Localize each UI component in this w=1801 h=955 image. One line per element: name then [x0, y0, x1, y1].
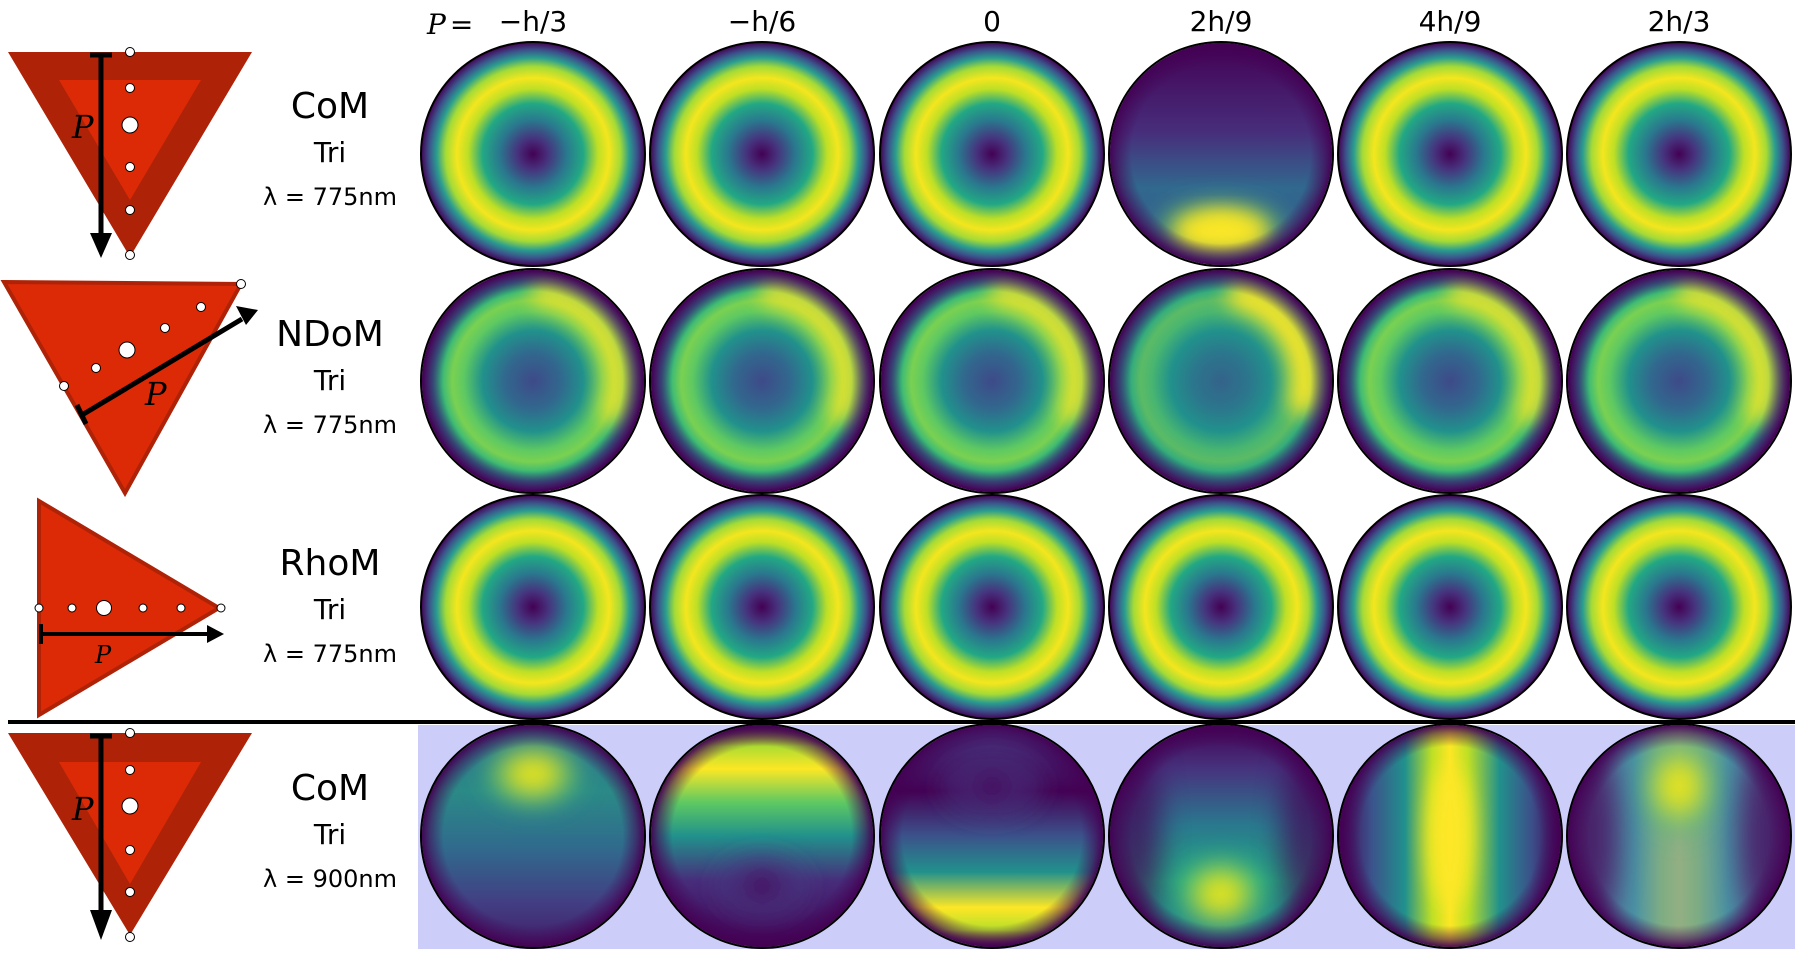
heatmap-disc	[420, 723, 646, 949]
heatmap-disc	[879, 494, 1105, 720]
arrow-right-icon	[207, 625, 224, 643]
heatmap-disc	[650, 269, 874, 493]
shape-label: Tri	[313, 593, 346, 626]
column-label-2: −h/6	[728, 5, 796, 38]
heatmap-disc	[1091, 723, 1351, 949]
heatmap-disc	[1108, 41, 1334, 267]
mode-label: CoM	[291, 768, 369, 809]
heatmap-disc	[1567, 269, 1791, 493]
shape-label: Tri	[313, 136, 346, 169]
triangle-diagram-com: P	[8, 47, 252, 260]
arrow-down-icon	[90, 233, 112, 258]
heatmap-disc	[649, 723, 875, 949]
column-label-3: 0	[983, 5, 1001, 38]
mode-label: CoM	[291, 86, 369, 127]
shape-label: Tri	[313, 364, 346, 397]
row-com-900: P CoM Tri λ = 900nm	[8, 728, 397, 942]
arrow-down-icon	[90, 910, 112, 940]
heatmap-disc	[879, 41, 1105, 267]
shape-label: Tri	[313, 818, 346, 851]
column-label-1: −h/3	[499, 5, 567, 38]
wavelength-label: λ = 775nm	[263, 411, 397, 439]
heatmap-disc	[1566, 494, 1792, 720]
heatmap-disc	[649, 41, 875, 267]
wavelength-label: λ = 775nm	[263, 183, 397, 211]
heatmap-disc	[1109, 269, 1333, 493]
row-ndom-775: P NDoM Tri λ = 775nm	[0, 279, 397, 498]
heatmap-disc	[1337, 41, 1563, 267]
column-label-4: 2h/9	[1190, 5, 1253, 38]
heatmap-disc	[1338, 269, 1562, 493]
column-label-6: 2h/3	[1648, 5, 1711, 38]
highlight-panel	[418, 725, 1795, 949]
heatmap-disc	[1108, 494, 1334, 720]
heatmap-disc	[1566, 41, 1792, 267]
heatmap-disc	[421, 269, 645, 493]
p-arrow-label: P	[144, 375, 167, 413]
heatmap-disc	[420, 494, 646, 720]
heatmap-disc	[1539, 723, 1801, 949]
wavelength-label: λ = 900nm	[263, 865, 397, 893]
heatmap-disc	[880, 269, 1104, 493]
heatmap-disc	[420, 41, 646, 267]
column-label-5: 4h/9	[1419, 5, 1482, 38]
triangle-diagram-ndom: P	[0, 279, 258, 498]
heatmap-disc	[879, 723, 1105, 949]
row-rhom-775: P RhoM Tri λ = 775nm	[34, 497, 397, 719]
p-arrow-label: P	[71, 790, 94, 828]
triangle-diagram-com: P	[8, 728, 252, 942]
heatmap-disc	[1337, 723, 1563, 949]
row-com-775: P CoM Tri λ = 775nm	[8, 47, 397, 260]
p-arrow-label: P	[71, 108, 94, 146]
heatmap-disc	[649, 494, 875, 720]
p-equals-label: P =	[426, 8, 473, 41]
mode-label: RhoM	[280, 543, 381, 584]
mode-label: NDoM	[276, 314, 384, 355]
heatmap-disc	[1337, 494, 1563, 720]
p-arrow-label: P	[94, 641, 112, 669]
column-header: P = −h/3 −h/6 0 2h/9 4h/9 2h/3	[426, 5, 1710, 41]
triangle-diagram-rhom: P	[34, 497, 226, 719]
far-field-heatmap-grid	[420, 41, 1801, 949]
wavelength-label: λ = 775nm	[263, 640, 397, 668]
arrow-diagonal-icon	[236, 306, 258, 325]
